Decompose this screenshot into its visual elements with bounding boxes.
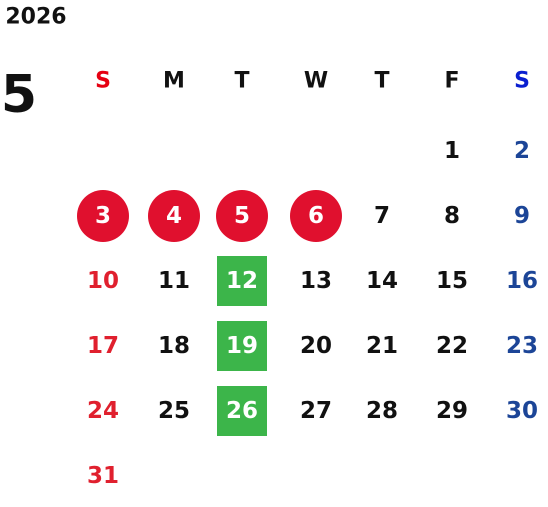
day: 3 (95, 203, 111, 229)
highlight-square (217, 256, 267, 306)
day: 8 (444, 203, 460, 229)
weekday-label: M (163, 69, 185, 94)
holiday-circle (77, 190, 129, 242)
weekday-label: T (234, 69, 249, 94)
day: 6 (308, 203, 324, 229)
day: 2 (514, 138, 530, 164)
day: 22 (436, 333, 468, 359)
holiday-circle (290, 190, 342, 242)
day: 14 (366, 268, 398, 294)
weekday-label: T (374, 69, 389, 94)
weekday-label: S (514, 69, 530, 94)
weekday-label: W (304, 69, 328, 94)
day: 9 (514, 203, 530, 229)
holiday-circle (148, 190, 200, 242)
day: 11 (158, 268, 190, 294)
day: 24 (87, 398, 119, 424)
day: 4 (166, 203, 182, 229)
day: 26 (226, 398, 258, 424)
holiday-circle (216, 190, 268, 242)
day: 28 (366, 398, 398, 424)
day: 18 (158, 333, 190, 359)
day: 7 (374, 203, 390, 229)
day: 12 (226, 268, 258, 294)
day: 10 (87, 268, 119, 294)
day: 31 (87, 463, 119, 489)
day: 23 (506, 333, 538, 359)
day: 17 (87, 333, 119, 359)
highlight-square (217, 386, 267, 436)
highlight-square (217, 321, 267, 371)
day: 30 (506, 398, 538, 424)
day: 1 (444, 138, 460, 164)
day: 19 (226, 333, 258, 359)
day: 29 (436, 398, 468, 424)
day: 13 (300, 268, 332, 294)
day: 27 (300, 398, 332, 424)
day: 20 (300, 333, 332, 359)
day: 15 (436, 268, 468, 294)
day: 5 (234, 203, 250, 229)
day: 16 (506, 268, 538, 294)
weekday-label: F (444, 69, 459, 94)
month: 5 (1, 65, 37, 125)
weekday-label: S (95, 69, 111, 94)
day: 21 (366, 333, 398, 359)
year: 2026 (5, 5, 66, 30)
day: 25 (158, 398, 190, 424)
